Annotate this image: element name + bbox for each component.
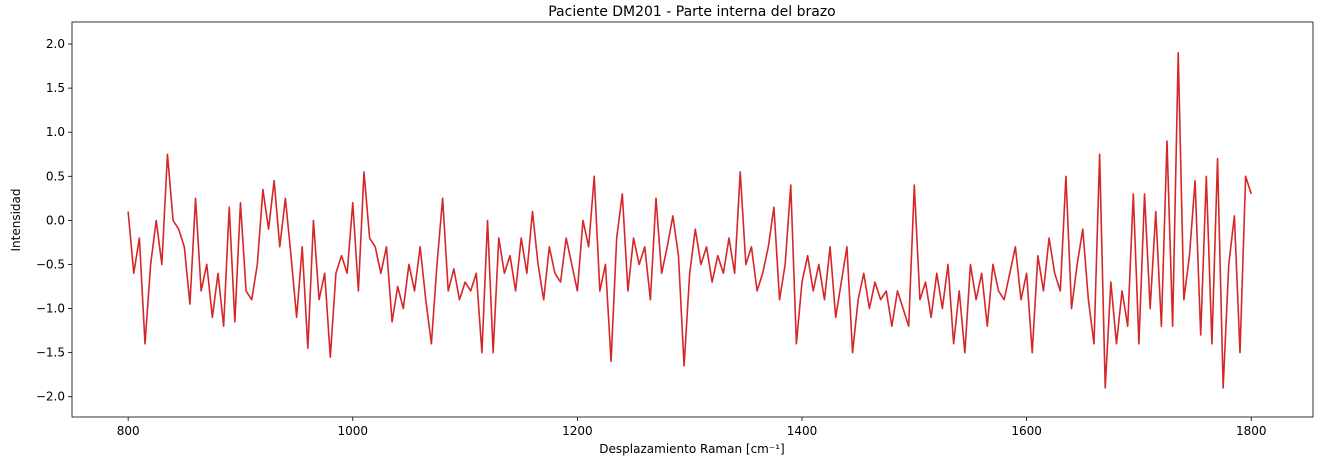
- y-tick-label: 2.0: [46, 37, 65, 51]
- plot-frame: [71, 21, 1314, 418]
- y-tick-label: 1.0: [46, 125, 65, 139]
- y-tick-label: 1.5: [46, 81, 65, 95]
- x-tick-label: 1000: [337, 424, 368, 438]
- y-axis-label: Intensidad: [9, 188, 23, 251]
- y-tick-label: −0.5: [36, 257, 65, 271]
- x-axis-label: Desplazamiento Raman [cm⁻¹]: [599, 442, 784, 456]
- y-tick-label: 0.5: [46, 169, 65, 183]
- y-tick-label: −1.0: [36, 302, 65, 316]
- y-tick-label: −2.0: [36, 390, 65, 404]
- y-tick-label: 0.0: [46, 213, 65, 227]
- x-tick-label: 1600: [1011, 424, 1042, 438]
- x-tick-label: 1800: [1236, 424, 1267, 438]
- chart-title: Paciente DM201 - Parte interna del brazo: [548, 4, 836, 20]
- y-tick-label: −1.5: [36, 346, 65, 360]
- data-line: [127, 52, 1252, 389]
- x-tick-label: 1200: [562, 424, 593, 438]
- x-tick-label: 800: [117, 424, 140, 438]
- x-tick-label: 1400: [787, 424, 818, 438]
